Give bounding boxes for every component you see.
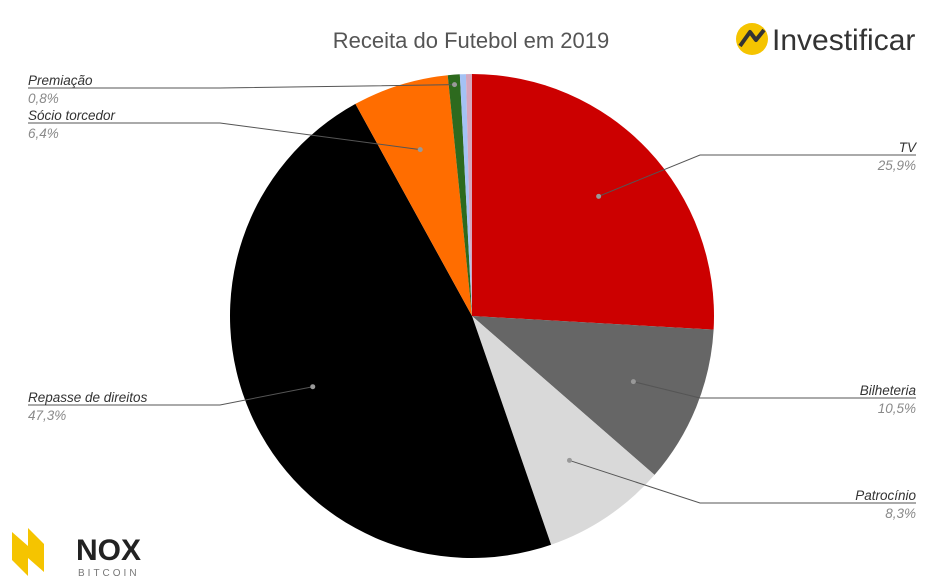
slice-label-repasse-de-direitos: Repasse de direitos: [28, 390, 148, 405]
slice-value-patrocinio: 8,3%: [885, 506, 916, 521]
leader-line-socio-torcedor: [28, 122, 421, 151]
nox-logo-text: NOX: [76, 534, 141, 567]
pie-slice-repasse-de-direitos: [230, 103, 552, 558]
slice-label-tv: TV: [899, 140, 918, 155]
leader-line-patrocinio: [569, 459, 916, 504]
slice-value-tv: 25,9%: [877, 158, 916, 173]
leader-line-tv: [598, 154, 916, 197]
slice-value-repasse-de-direitos: 47,3%: [28, 408, 66, 423]
slice-label-premiacao: Premiação: [28, 73, 93, 88]
pie-slice-premiacao: [447, 74, 472, 316]
pie-slice-tv: [472, 74, 714, 330]
investificar-logo-text: Investificar: [772, 24, 915, 57]
leader-dot-socio-torcedor: [417, 147, 423, 153]
slice-label-bilheteria: Bilheteria: [860, 383, 917, 398]
chart-title: Receita do Futebol em 2019: [333, 28, 609, 53]
pie-slice-other-7: [465, 74, 472, 316]
leader-dot-patrocinio: [566, 457, 572, 463]
slice-value-bilheteria: 10,5%: [878, 401, 916, 416]
leader-dot-premiacao: [452, 82, 458, 88]
nox-logo: NOX BITCOIN: [12, 528, 141, 579]
leader-dot-bilheteria: [630, 379, 636, 385]
leader-line-premiacao: [28, 84, 455, 89]
slice-value-socio-torcedor: 6,4%: [28, 126, 59, 141]
pie-slice-other-6: [459, 74, 472, 317]
pie-slice-patrocinio: [472, 316, 655, 545]
leader-line-bilheteria: [633, 381, 916, 399]
leader-dot-repasse-de-direitos: [310, 384, 316, 390]
nox-logo-icon: [12, 528, 44, 576]
leader-dot-tv: [596, 193, 602, 199]
pie-slice-bilheteria: [472, 316, 714, 475]
investificar-logo-icon: [736, 23, 768, 55]
nox-logo-subtext: BITCOIN: [78, 568, 140, 579]
pie-slice-socio-torcedor: [355, 75, 472, 316]
slice-label-patrocinio: Patrocínio: [855, 488, 916, 503]
investificar-logo: Investificar: [736, 23, 915, 57]
slice-value-premiacao: 0,8%: [28, 91, 59, 106]
leader-line-repasse-de-direitos: [28, 386, 313, 406]
slice-label-socio-torcedor: Sócio torcedor: [28, 108, 116, 123]
